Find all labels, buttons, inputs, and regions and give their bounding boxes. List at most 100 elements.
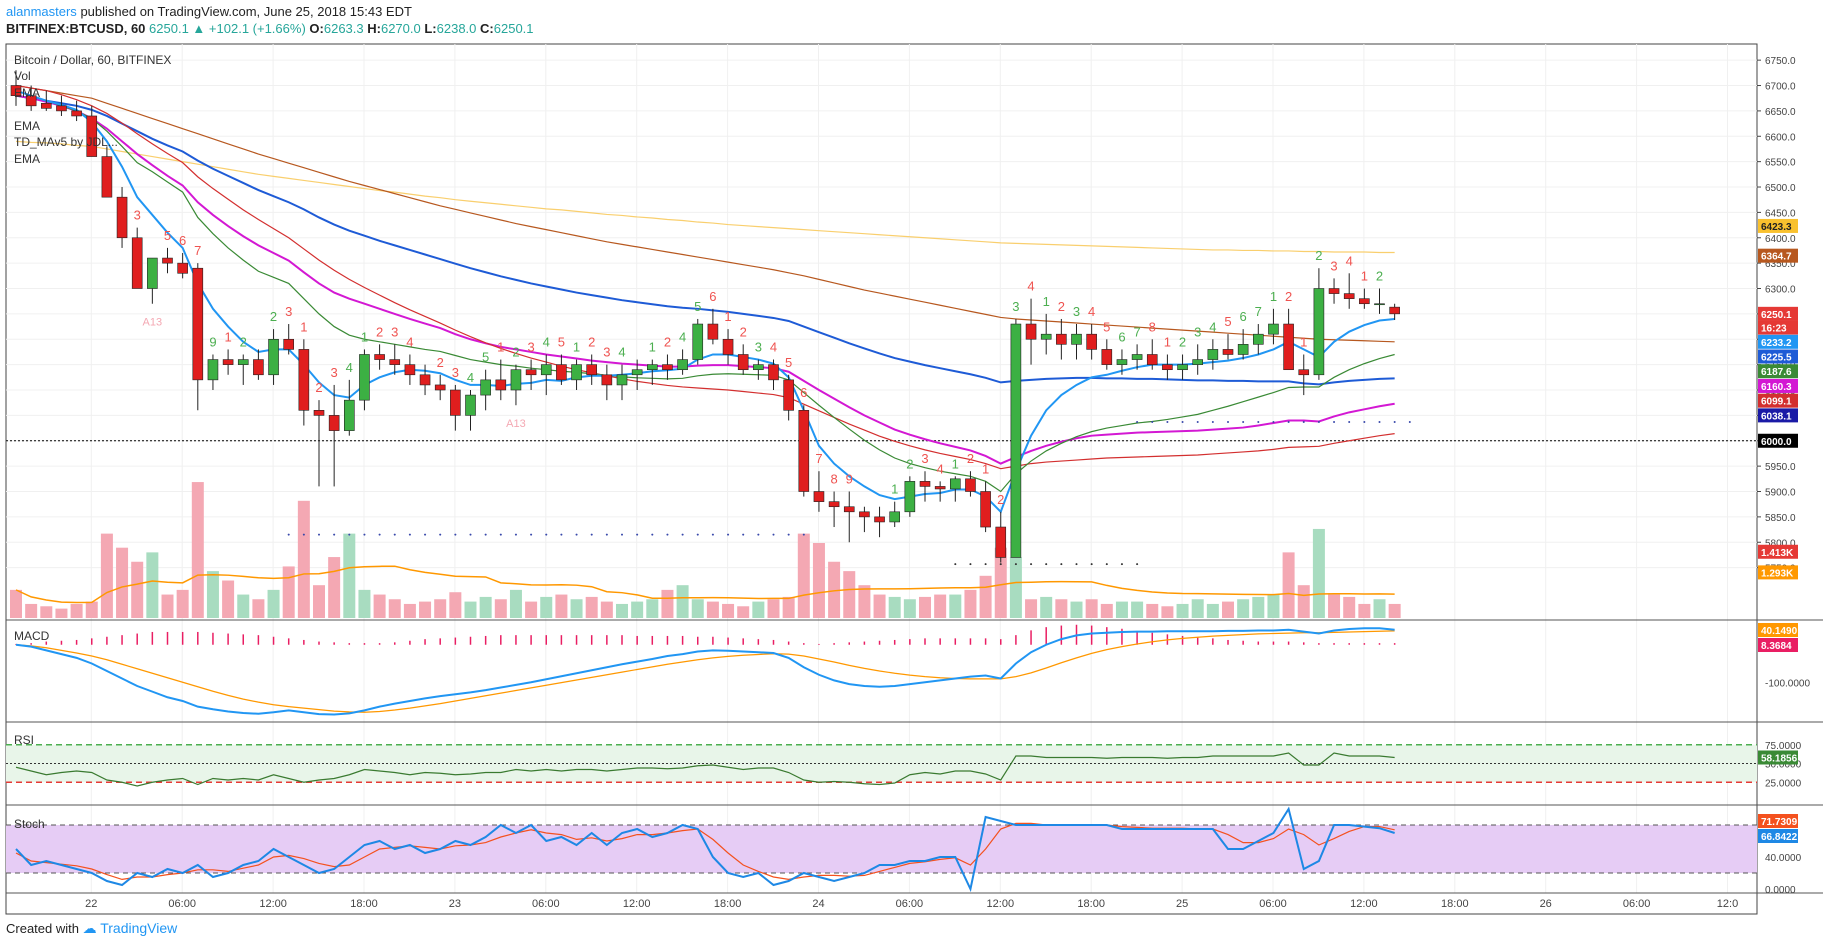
candle-body[interactable] [404,364,416,376]
time-tick-label[interactable]: 12:00 [1350,898,1378,910]
candle-body[interactable] [283,338,295,350]
time-tick-label[interactable]: 12:0 [1717,898,1738,910]
price-tick-label[interactable]: 6700.0 [1765,82,1796,93]
candle-body[interactable] [268,338,279,376]
candle-body[interactable] [601,374,613,386]
candle-body[interactable] [192,267,204,381]
candle-body[interactable] [1313,288,1325,376]
candle-body[interactable] [904,481,916,513]
candle-body[interactable] [510,369,522,391]
candle-body[interactable] [465,394,476,416]
candle-body[interactable] [207,359,219,381]
candle-body[interactable] [1162,364,1173,371]
price-tick-label[interactable]: 5800.0 [1765,538,1796,549]
price-tick-label[interactable]: 5850.0 [1765,513,1796,524]
price-axis[interactable]: 6750.0 6700.0 6650.0 6600.0 6550.0 6500.0 6450… [1757,56,1810,896]
legend-ema-3[interactable]: EMA [14,152,40,166]
candle-body[interactable] [495,379,507,391]
candle-body[interactable] [1101,349,1113,365]
price-tick-label[interactable]: 6450.0 [1765,208,1796,219]
candle-body[interactable] [646,364,658,371]
candle-body[interactable] [919,481,931,487]
candle-body[interactable] [162,257,173,264]
price-tick-label[interactable]: 6600.0 [1765,132,1796,143]
legend-td-mav5[interactable]: TD_MAv5 by JDL... [14,135,118,149]
price-tick-label[interactable]: 6650.0 [1765,107,1796,118]
candle-body[interactable] [783,379,794,411]
time-tick-label[interactable]: 12:00 [987,898,1015,910]
candle-body[interactable] [131,237,143,289]
candle-body[interactable] [1207,349,1219,360]
candle-body[interactable] [753,364,764,371]
price-tick-label[interactable]: 6300.0 [1765,285,1796,296]
candle-body[interactable] [1253,333,1264,345]
candle-body[interactable] [798,410,810,492]
candle-body[interactable] [1071,333,1082,345]
time-axis[interactable]: 22 06:00 12:00 18:00 23 06:00 12:00 18:00 24 06:0… [85,898,1738,910]
price-tick-label[interactable]: 5900.0 [1765,488,1796,499]
candle-body[interactable] [859,511,870,518]
candle-body[interactable] [328,415,340,431]
legend-ema-1[interactable]: EMA [14,86,40,100]
legend-ema-2[interactable]: EMA [14,119,40,133]
tradingview-brand[interactable]: TradingView [100,920,178,936]
time-tick-label[interactable]: 23 [449,898,461,910]
candle-body[interactable] [525,369,537,376]
time-tick-label[interactable]: 25 [1176,898,1188,910]
candle-body[interactable] [1146,354,1158,365]
time-tick-label[interactable]: 26 [1540,898,1552,910]
time-tick-label[interactable]: 22 [85,898,97,910]
time-tick-label[interactable]: 18:00 [714,898,742,910]
candle-body[interactable] [1283,323,1294,371]
time-tick-label[interactable]: 06:00 [168,898,196,910]
candle-body[interactable] [298,349,310,411]
candle-body[interactable] [359,354,370,401]
candle-body[interactable] [177,262,188,274]
price-tick-label[interactable]: 6750.0 [1765,56,1796,67]
candle-body[interactable] [1268,323,1279,335]
candle-body[interactable] [828,501,840,508]
candle-body[interactable] [25,95,37,107]
candle-body[interactable] [1343,293,1355,299]
candle-body[interactable] [1177,364,1188,371]
candle-body[interactable] [813,491,825,502]
candle-body[interactable] [1389,306,1400,315]
time-tick-label[interactable]: 06:00 [1259,898,1287,910]
candle-body[interactable] [616,374,628,386]
price-tick-label[interactable]: 5950.0 [1765,462,1796,473]
candle-body[interactable] [116,196,128,239]
candle-body[interactable] [56,105,67,112]
time-tick-label[interactable]: 18:00 [1441,898,1469,910]
candle-body[interactable] [1056,333,1067,345]
time-tick-label[interactable]: 12:00 [259,898,287,910]
candle-body[interactable] [965,478,976,492]
candle-body[interactable] [419,374,431,386]
candle-body[interactable] [571,364,582,381]
candle-body[interactable] [1040,333,1052,340]
price-tick-label[interactable]: 6400.0 [1765,234,1796,245]
time-tick-label[interactable]: 18:00 [1077,898,1105,910]
candle-body[interactable] [995,526,1007,558]
candle-body[interactable] [1025,323,1037,340]
candle-body[interactable] [434,384,446,391]
candle-body[interactable] [71,110,82,117]
candle-body[interactable] [540,364,552,376]
time-tick-label[interactable]: 06:00 [532,898,560,910]
candle-body[interactable] [586,364,598,376]
candle-body[interactable] [10,85,22,96]
candle-body[interactable] [237,359,249,365]
candle-body[interactable] [1131,354,1143,360]
candle-body[interactable] [253,359,264,376]
candle-body[interactable] [147,257,158,289]
candle-body[interactable] [40,102,52,109]
candle-body[interactable] [343,399,355,431]
candle-body[interactable] [662,364,673,371]
time-tick-label[interactable]: 06:00 [896,898,924,910]
candle-body[interactable] [86,115,98,157]
candle-body[interactable] [949,478,961,490]
candle-body[interactable] [1374,303,1385,306]
price-tick-label[interactable]: 6350.0 [1765,259,1796,270]
candle-body[interactable] [934,486,946,490]
candle-body[interactable] [980,491,991,528]
